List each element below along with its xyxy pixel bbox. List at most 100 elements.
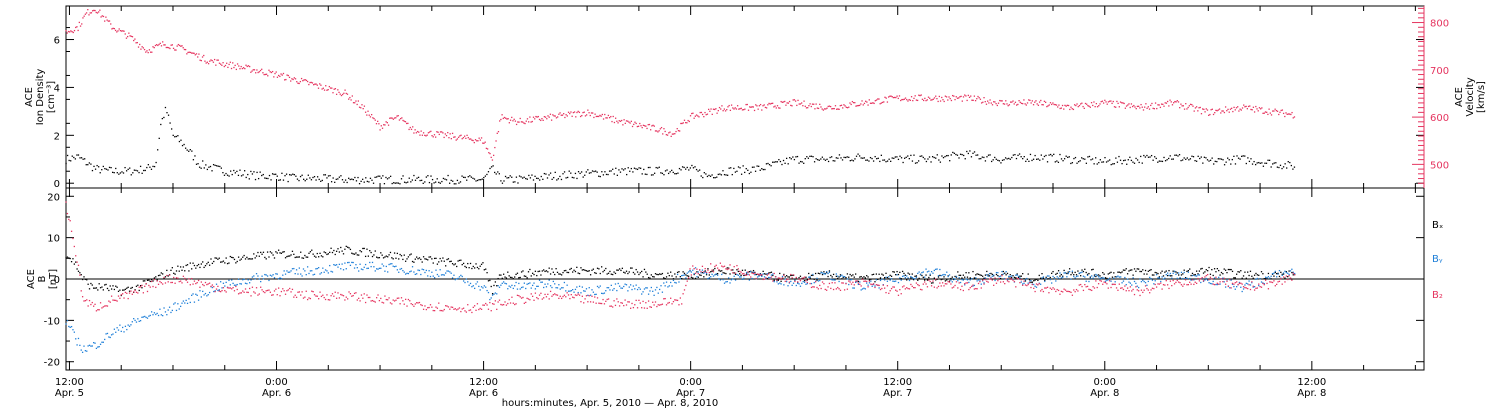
by-point: [943, 273, 945, 276]
velocity-point: [1275, 109, 1277, 112]
bx-point: [831, 276, 833, 278]
bx-point: [1231, 270, 1234, 273]
velocity-point: [221, 64, 223, 66]
bz-point: [305, 290, 307, 292]
density-point: [546, 177, 549, 179]
bz-point: [1171, 284, 1173, 287]
velocity-point: [816, 107, 819, 109]
density-point: [1166, 159, 1168, 161]
by-point: [70, 325, 73, 328]
by-point: [682, 274, 684, 277]
density-point: [1132, 161, 1134, 163]
bx-point: [1247, 271, 1249, 273]
velocity-point: [152, 46, 154, 48]
bz-point: [979, 280, 981, 283]
by-point: [1233, 285, 1235, 288]
bz-point: [197, 279, 200, 282]
density-point: [74, 158, 77, 160]
velocity-point: [1109, 100, 1111, 102]
density-point: [997, 159, 999, 162]
density-point: [1096, 163, 1098, 165]
bx-point: [327, 253, 329, 255]
velocity-point: [810, 105, 812, 108]
bx-point: [191, 268, 193, 270]
bx-point: [842, 276, 844, 279]
bz-point: [195, 282, 197, 285]
bx-point: [101, 286, 103, 288]
by-point: [204, 292, 207, 295]
bx-point: [443, 260, 445, 262]
bz-point: [392, 299, 394, 301]
density-point: [351, 178, 353, 180]
velocity-point: [791, 105, 793, 107]
bx-point: [991, 273, 993, 276]
bz-point: [318, 298, 320, 300]
velocity-point: [104, 20, 106, 22]
bx-point: [940, 278, 942, 281]
bz-point: [1215, 276, 1217, 278]
bz-point: [279, 295, 281, 297]
bx-point: [94, 287, 96, 289]
bz-point: [138, 286, 140, 288]
bz-point: [294, 294, 296, 296]
density-point: [681, 166, 684, 168]
bz-point: [244, 288, 247, 290]
density-point: [604, 171, 606, 173]
bx-point: [102, 289, 104, 291]
bz-point: [1068, 290, 1071, 293]
velocity-point: [100, 16, 102, 18]
bx-point: [650, 274, 653, 276]
velocity-point: [163, 44, 165, 46]
by-point: [585, 288, 588, 290]
by-point: [312, 274, 314, 276]
by-point: [808, 276, 810, 278]
bz-point: [1006, 280, 1009, 282]
by-point: [128, 325, 131, 327]
velocity-point: [755, 104, 757, 106]
velocity-point: [131, 36, 134, 38]
by-point: [166, 314, 168, 316]
density-point: [1036, 158, 1038, 160]
bx-point: [505, 277, 508, 279]
velocity-point: [575, 116, 577, 118]
by-point: [119, 324, 121, 326]
by-point: [465, 278, 468, 280]
density-point: [667, 172, 670, 175]
bz-point: [987, 281, 989, 283]
bx-point: [649, 277, 651, 279]
bz-point: [868, 280, 871, 282]
by-point: [904, 277, 907, 279]
by-point: [218, 289, 220, 291]
by-point: [951, 281, 953, 283]
bz-point: [527, 298, 530, 300]
by-point: [779, 282, 781, 284]
velocity-point: [146, 50, 148, 52]
by-point: [145, 316, 147, 319]
density-point: [178, 140, 181, 143]
bz-point: [266, 289, 269, 292]
bx-point: [540, 274, 542, 276]
density-point: [268, 174, 271, 177]
by-point: [620, 287, 622, 289]
velocity-point: [114, 29, 117, 32]
bz-point: [962, 289, 964, 292]
velocity-point: [1220, 112, 1222, 114]
velocity-point: [415, 132, 417, 134]
bx-point: [421, 261, 423, 263]
velocity-point: [241, 67, 244, 70]
velocity-point: [1013, 103, 1015, 105]
density-point: [1155, 157, 1157, 160]
by-point: [715, 273, 717, 275]
by-point: [547, 283, 549, 285]
velocity-point: [1055, 104, 1058, 106]
density-point: [71, 155, 73, 157]
bz-point: [453, 308, 455, 310]
density-axis-label-1: ACE: [24, 87, 35, 107]
bz-point: [1282, 276, 1285, 278]
bz-point: [1004, 282, 1006, 285]
bx-point: [601, 266, 603, 268]
bx-point: [668, 274, 670, 277]
by-point: [301, 275, 303, 277]
density-point: [101, 169, 103, 171]
velocity-point: [733, 108, 735, 110]
